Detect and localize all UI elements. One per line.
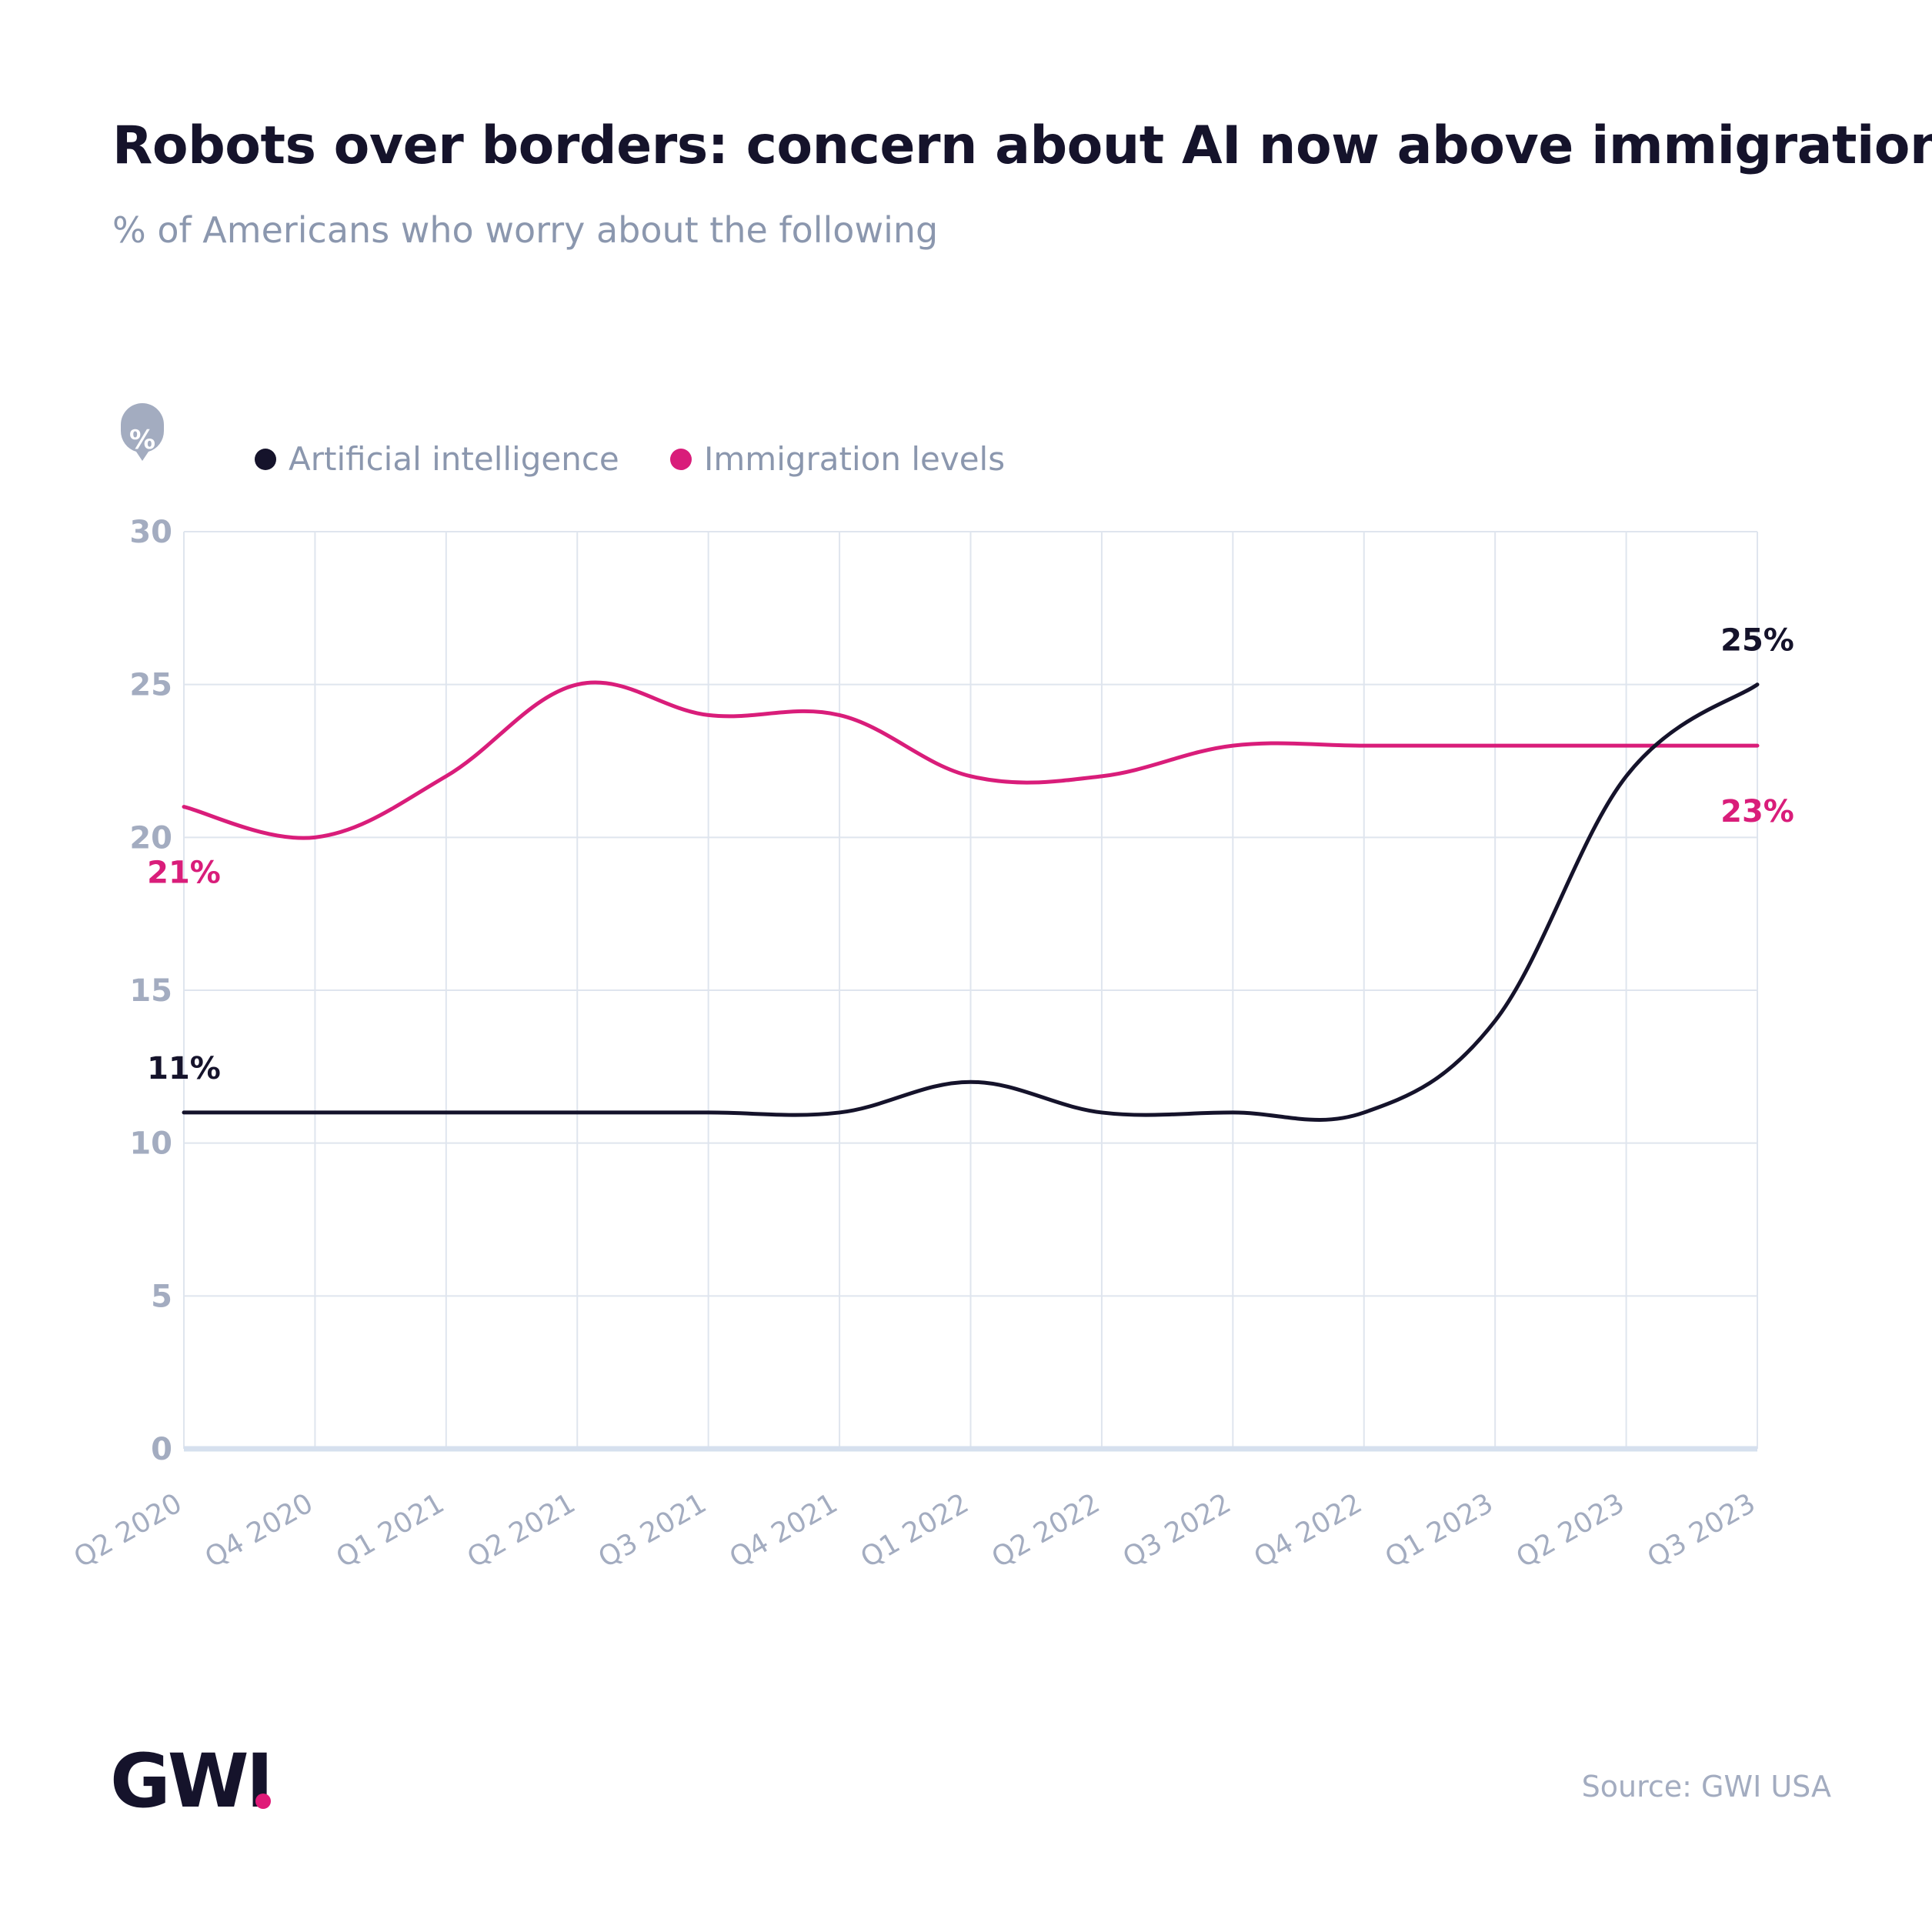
gwi-logo: GWI bbox=[110, 1740, 273, 1817]
percent-unit-label: % bbox=[129, 425, 155, 455]
y-tick-label: 20 bbox=[129, 820, 172, 856]
x-tick-label: Q4 2021 bbox=[724, 1487, 843, 1574]
percent-unit-badge: % bbox=[120, 403, 165, 461]
y-tick-label: 25 bbox=[129, 668, 172, 703]
series-line-immigration-levels bbox=[182, 680, 1760, 840]
data-label: 23% bbox=[1720, 794, 1794, 829]
x-tick-label: Q3 2021 bbox=[593, 1487, 712, 1574]
x-tick-label: Q3 2022 bbox=[1118, 1487, 1236, 1574]
data-label: 11% bbox=[147, 1051, 221, 1086]
legend: Artificial intelligence Immigration level… bbox=[255, 440, 1005, 478]
x-tick-label: Q4 2022 bbox=[1249, 1487, 1367, 1574]
legend-label-immigration-levels: Immigration levels bbox=[704, 440, 1005, 478]
x-tick-label: Q1 2021 bbox=[331, 1487, 449, 1574]
x-tick-label: Q2 2020 bbox=[68, 1487, 187, 1574]
x-tick-label: Q3 2023 bbox=[1642, 1487, 1760, 1574]
x-axis: Q2 2020 Q4 2020 Q1 2021 Q2 2021 Q3 2021 Q4 20… bbox=[68, 1487, 1760, 1574]
data-label: 25% bbox=[1720, 623, 1794, 659]
chart-grid bbox=[183, 531, 1758, 1452]
y-tick-label: 30 bbox=[129, 515, 172, 550]
x-tick-label: Q1 2023 bbox=[1380, 1487, 1499, 1574]
x-tick-label: Q2 2021 bbox=[462, 1487, 581, 1574]
y-axis: 0 5 10 15 20 25 30 bbox=[129, 515, 172, 1467]
logo-dot bbox=[255, 1794, 271, 1809]
x-tick-label: Q2 2022 bbox=[986, 1487, 1105, 1574]
chart-subtitle: % of Americans who worry about the follo… bbox=[112, 209, 939, 251]
y-tick-label: 15 bbox=[129, 973, 172, 1009]
series-line-artificial-intelligence bbox=[182, 682, 1760, 1122]
source-note: Source: GWI USA bbox=[1581, 1770, 1831, 1804]
y-tick-label: 0 bbox=[151, 1432, 172, 1467]
legend-marker-immigration-levels bbox=[670, 449, 692, 470]
legend-label-artificial-intelligence: Artificial intelligence bbox=[289, 440, 619, 478]
gwi-logo-text: GWI bbox=[110, 1740, 270, 1817]
x-tick-label: Q1 2022 bbox=[856, 1487, 974, 1574]
series-lines bbox=[182, 680, 1760, 1122]
y-tick-label: 10 bbox=[129, 1126, 172, 1162]
y-tick-label: 5 bbox=[151, 1279, 172, 1314]
x-tick-label: Q4 2020 bbox=[200, 1487, 319, 1574]
legend-marker-artificial-intelligence bbox=[255, 449, 276, 470]
data-annotations: 11% 21% 25% 23% bbox=[147, 623, 1794, 1086]
x-tick-label: Q2 2023 bbox=[1511, 1487, 1630, 1574]
data-label: 21% bbox=[147, 856, 221, 891]
chart-title: Robots over borders: concern about AI no… bbox=[112, 115, 1932, 176]
